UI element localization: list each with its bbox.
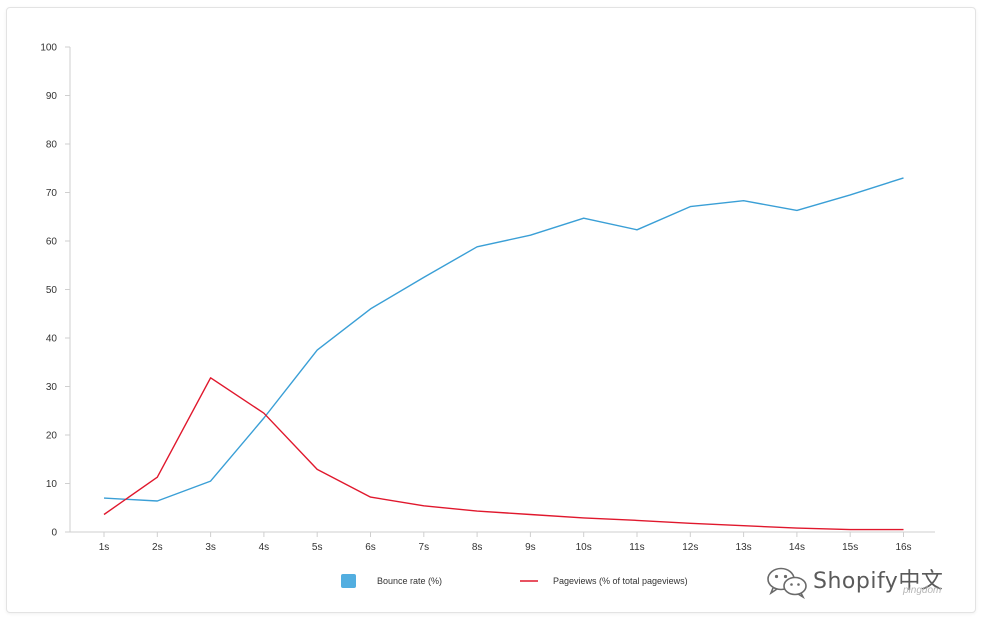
y-tick-label: 60 — [46, 237, 58, 248]
y-tick-label: 0 — [51, 528, 57, 539]
x-tick-label: 4s — [259, 542, 270, 553]
x-tick-label: 11s — [629, 542, 644, 553]
y-tick-label: 100 — [40, 43, 57, 54]
wechat-icon — [767, 567, 807, 599]
x-tick-label: 14s — [789, 542, 805, 553]
x-axis-ticks: 1s 2s 3s 4s 5s 6s 7s 8s 9s 10s 11s 12s 13s 14s 15s 16s — [99, 532, 912, 553]
x-tick-label: 3s — [205, 542, 216, 553]
y-tick-label: 40 — [46, 334, 58, 345]
x-tick-label: 6s — [365, 542, 376, 553]
y-tick-label: 90 — [46, 91, 58, 102]
x-tick-label: 16s — [895, 542, 911, 553]
y-tick-label: 70 — [46, 188, 58, 199]
x-tick-label: 2s — [152, 542, 163, 553]
x-tick-label: 1s — [99, 542, 110, 553]
y-tick-label: 10 — [46, 479, 58, 490]
axes — [69, 47, 935, 533]
series-line-1 — [103, 177, 904, 502]
y-tick-label: 30 — [46, 382, 58, 393]
x-tick-label: 15s — [842, 542, 858, 553]
x-tick-label: 7s — [419, 542, 430, 553]
x-tick-label: 5s — [312, 542, 323, 553]
watermark-subtext: pingdom — [903, 585, 942, 596]
y-axis-ticks: 0 10 20 30 40 50 60 70 80 90 100 — [40, 43, 70, 539]
x-tick-label: 13s — [736, 542, 752, 553]
y-tick-label: 20 — [46, 431, 58, 442]
y-tick-label: 50 — [46, 285, 58, 296]
series-group — [103, 177, 904, 531]
series-line-2 — [103, 377, 904, 531]
watermark: Shopify中文 pingdom — [755, 563, 960, 603]
legend: Bounce rate (%) Pageviews (% of total pag… — [341, 574, 688, 588]
x-tick-label: 9s — [525, 542, 536, 553]
x-tick-label: 8s — [472, 542, 483, 553]
watermark-text: Shopify中文 — [813, 569, 944, 594]
legend-marker-bounce-rate — [341, 574, 356, 588]
y-tick-label: 80 — [46, 140, 58, 151]
legend-label-bounce-rate: Bounce rate (%) — [377, 576, 442, 586]
x-tick-label: 12s — [682, 542, 698, 553]
x-tick-label: 10s — [576, 542, 592, 553]
legend-label-pageviews: Pageviews (% of total pageviews) — [553, 576, 688, 586]
